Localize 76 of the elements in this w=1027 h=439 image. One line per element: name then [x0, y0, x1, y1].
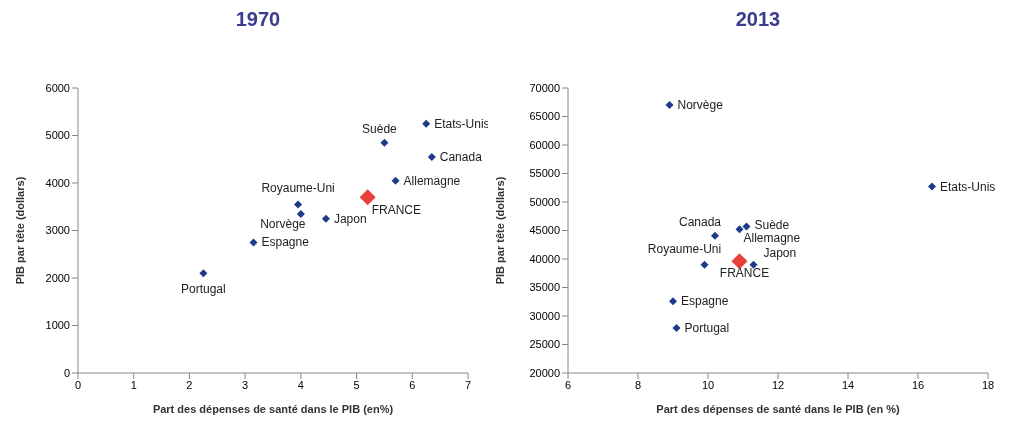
x-axis-title: Part des dépenses de santé dans le PIB (en%) — [152, 403, 394, 415]
point — [422, 119, 431, 128]
x-tick-label: 1 — [130, 378, 137, 391]
annotation: Canada — [439, 149, 483, 164]
annotation: Japon — [333, 211, 367, 226]
annotation: Japon — [763, 245, 797, 260]
point — [672, 323, 681, 332]
annotation: Espagne — [681, 294, 729, 309]
point — [321, 214, 330, 223]
x-tick-label: 7 — [464, 378, 472, 391]
point — [427, 152, 436, 161]
x-tick-label: 12 — [771, 378, 785, 391]
x-tick-label: 14 — [841, 378, 855, 391]
x-tick-label: 16 — [911, 378, 925, 391]
y-tick-label: 20000 — [529, 366, 560, 379]
y-tick-label: 3000 — [45, 224, 70, 237]
y-tick-label: 4000 — [45, 176, 70, 189]
x-tick-label: 5 — [353, 378, 360, 391]
x-axis-title: Part des dépenses de santé dans le PIB (en %) — [656, 403, 900, 415]
point — [199, 269, 208, 278]
y-tick-label: 70000 — [529, 81, 560, 94]
annotation: FRANCE — [719, 266, 770, 281]
point — [700, 260, 709, 269]
annotation: Norvège — [677, 98, 724, 113]
x-tick-label: 18 — [981, 378, 995, 391]
x-tick-label: 4 — [297, 378, 304, 391]
y-axis-title: PIB par tête (dollars) — [493, 176, 506, 285]
annotation: Allemagne — [743, 231, 801, 246]
x-tick-label: 3 — [242, 378, 249, 391]
point — [296, 209, 305, 218]
chart-title: 1970 — [234, 8, 282, 32]
annotation: FRANCE — [371, 203, 422, 218]
annotation: Portugal — [181, 282, 226, 297]
annotation: Suède — [362, 121, 398, 136]
x-tick-label: 2 — [186, 378, 193, 391]
point — [294, 200, 303, 209]
point — [380, 138, 389, 147]
point — [249, 238, 258, 247]
annotation: Espagne — [261, 235, 310, 250]
y-tick-label: 2000 — [45, 271, 70, 284]
point — [742, 222, 751, 231]
point — [665, 101, 674, 110]
point — [669, 297, 677, 306]
x-tick-label: 10 — [701, 378, 715, 391]
y-tick-label: 6000 — [45, 81, 70, 94]
y-tick-label: 1000 — [45, 319, 70, 332]
x-tick-label: 0 — [74, 378, 82, 391]
x-tick-label: 8 — [634, 378, 642, 391]
annotation: Etats-Unis — [940, 179, 996, 194]
point — [711, 231, 719, 240]
y-tick-label: 60000 — [529, 138, 560, 151]
y-tick-label: 5000 — [45, 129, 70, 142]
y-tick-label: 25000 — [529, 338, 560, 351]
y-tick-label: 50000 — [529, 195, 560, 208]
y-tick-label: 55000 — [529, 167, 560, 180]
y-tick-label: 30000 — [529, 309, 560, 322]
y-tick-label: 45000 — [529, 224, 560, 237]
y-tick-label: 40000 — [529, 252, 560, 265]
y-axis-title: PIB par tête (dollars) — [13, 176, 26, 285]
annotation: Royaume-Uni — [261, 181, 335, 196]
y-tick-label: 0 — [63, 366, 70, 379]
annotation: Canada — [678, 214, 722, 229]
annotation: Portugal — [684, 320, 730, 335]
annotation: Norvège — [260, 216, 306, 231]
point — [735, 225, 744, 234]
point — [928, 182, 936, 191]
x-tick-label: 6 — [409, 378, 416, 391]
annotation: Suède — [754, 217, 790, 232]
annotation: Royaume-Uni — [647, 241, 722, 256]
y-tick-label: 65000 — [529, 110, 560, 123]
point — [359, 189, 376, 206]
chart-title: 2013 — [734, 8, 782, 32]
x-tick-label: 6 — [564, 378, 572, 391]
annotation: Allemagne — [403, 173, 461, 188]
point — [391, 176, 400, 185]
y-tick-label: 35000 — [529, 281, 560, 294]
